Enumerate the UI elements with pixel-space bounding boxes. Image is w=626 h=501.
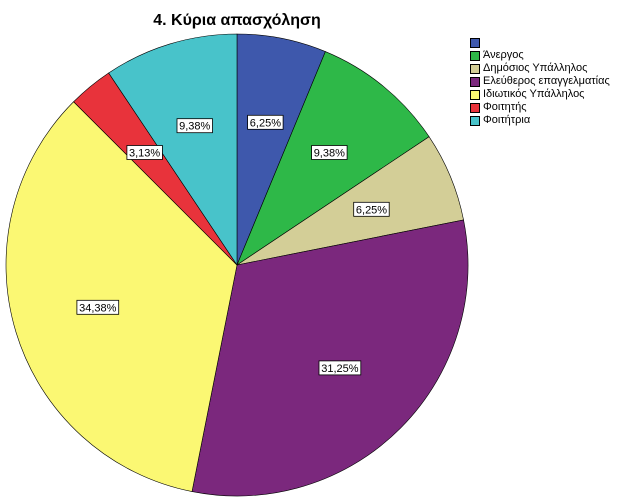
legend-swatch <box>470 76 480 87</box>
legend-item-4: Ιδιωτικός Υπάλληλος <box>470 88 610 101</box>
pie-chart: 6,25% 9,38% 6,25% 31,25% 34,38% 3,13% 9,38% <box>5 33 469 497</box>
legend-label: Ιδιωτικός Υπάλληλος <box>483 88 585 100</box>
slice-label-4: 34,38% <box>76 299 120 315</box>
slice-label-box <box>176 118 213 134</box>
slice-label-1: 9,38% <box>311 145 348 160</box>
slice-label-text: 31,25% <box>321 363 359 375</box>
legend-item-3: Ελεύθερος επαγγελματίας <box>470 75 610 88</box>
slice-label-box <box>247 114 284 130</box>
pie-slice-4 <box>5 101 238 492</box>
slice-label-2: 6,25% <box>353 201 390 217</box>
slice-label-text: 9,38% <box>179 121 210 133</box>
legend-swatch <box>470 63 480 74</box>
slice-label-0: 6,25% <box>247 114 284 130</box>
slice-label-box <box>318 360 362 376</box>
slice-label-5: 3,13% <box>126 145 163 160</box>
slice-label-3: 31,25% <box>318 360 362 376</box>
legend-swatch <box>470 50 480 61</box>
legend-item-1: Άνεργος <box>470 49 610 62</box>
legend-label: Δημόσιος Υπάλληλος <box>483 62 588 74</box>
legend-item-0 <box>470 36 610 49</box>
slice-label-text: 6,25% <box>356 204 387 216</box>
slice-label-text: 9,38% <box>314 148 345 160</box>
slice-label-6: 9,38% <box>176 118 213 134</box>
legend-label: Φοιτητής <box>483 101 527 113</box>
legend-label: Φοιτήτρια <box>483 114 531 126</box>
chart-title: 4. Κύρια απασχόληση <box>153 12 321 29</box>
slice-label-text: 34,38% <box>79 302 117 314</box>
slice-label-text: 3,13% <box>129 148 160 160</box>
slice-label-box <box>353 201 390 217</box>
slice-label-box <box>76 299 120 315</box>
pie-slice-6 <box>108 33 238 266</box>
legend-swatch <box>470 37 480 48</box>
legend-swatch <box>470 89 480 100</box>
slice-label-box <box>311 145 348 160</box>
legend: Άνεργος Δημόσιος Υπάλληλος Ελεύθερος επαγγ… <box>470 36 610 127</box>
legend-swatch <box>470 102 480 113</box>
legend-item-5: Φοιτητής <box>470 101 610 114</box>
legend-label: Ελεύθερος επαγγελματίας <box>483 75 610 87</box>
legend-label: Άνεργος <box>483 49 524 61</box>
legend-item-6: Φοιτήτρια <box>470 114 610 127</box>
legend-item-2: Δημόσιος Υπάλληλος <box>470 62 610 75</box>
legend-swatch <box>470 115 480 126</box>
slice-label-text: 6,25% <box>250 117 281 129</box>
slice-label-box <box>126 145 163 160</box>
pie-slice-3 <box>191 219 469 497</box>
